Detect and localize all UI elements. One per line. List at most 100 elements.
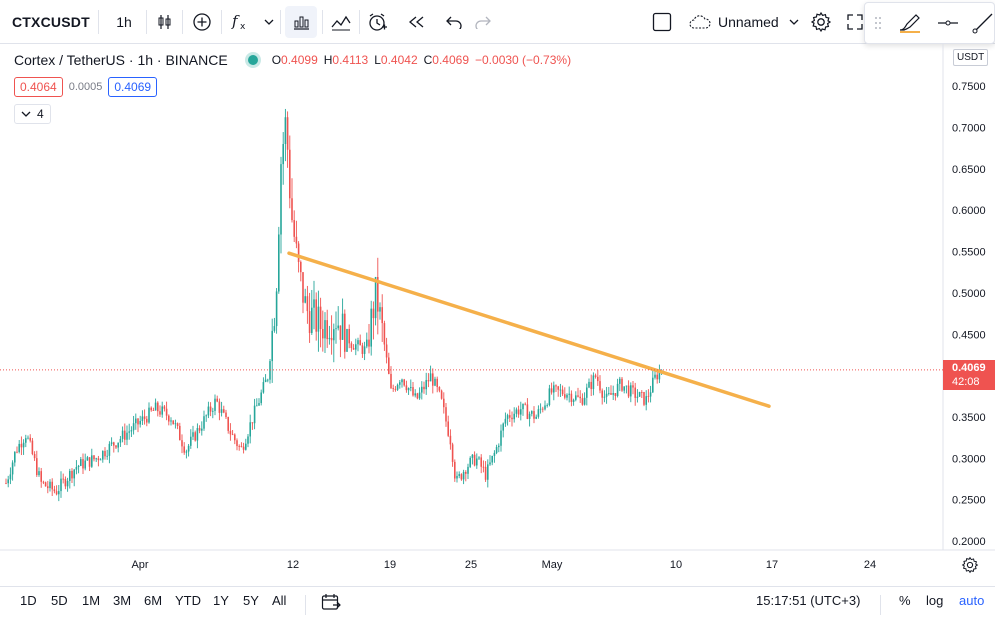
fullscreen-square-icon[interactable] [650,0,674,44]
alert-clock-icon[interactable] [364,0,390,44]
range-ytd-button[interactable]: YTD [175,593,201,608]
candle-body [656,374,658,380]
undo-icon[interactable] [443,0,465,44]
candle-body [610,393,612,395]
candle-body [350,343,353,349]
candle-body [588,381,590,388]
candle-body [293,220,295,237]
price-tick-label: 0.6500 [952,164,986,176]
ohlc-close: 0.4069 [432,53,469,67]
candle-body [302,272,304,303]
candle-body [137,418,139,425]
candle-body [548,388,551,406]
svg-text:x: x [240,22,246,32]
candle-body [229,430,232,435]
range-all-button[interactable]: All [272,593,287,608]
chart-templates-icon[interactable] [328,0,354,44]
candle-body [357,340,359,345]
candle-body [88,457,91,467]
candle-body [231,434,234,436]
candle-body [348,328,350,344]
candle-body [220,409,223,413]
price-tick-label: 0.5000 [952,288,986,300]
candle-body [557,386,559,390]
candle-body [201,428,203,431]
log-scale-button[interactable]: log [926,593,944,608]
replay-rewind-icon[interactable] [404,0,430,44]
chevron-down-icon[interactable] [262,0,276,44]
line-style-icon[interactable] [935,3,961,43]
trend-line-tool-icon[interactable] [971,3,995,43]
candle-body [608,393,610,394]
drag-handle-icon[interactable] [869,3,887,43]
candle-body [654,374,656,378]
candle-body [330,337,333,341]
percent-scale-button[interactable]: % [899,593,911,608]
price-chart[interactable]: 0.20000.25000.30000.35000.40000.45000.50… [0,44,995,576]
candle-body [498,445,500,448]
candle-body [40,471,42,482]
toolbar-divider [305,595,306,615]
candle-body [275,291,278,327]
layout-name-button[interactable]: Unnamed [688,0,799,44]
candle-body [520,409,522,415]
candle-body [291,198,293,221]
fullscreen-expand-icon[interactable] [846,0,864,44]
candle-body [58,491,60,495]
candle-body [476,458,478,466]
range-1m-button[interactable]: 1M [82,593,101,608]
indicators-toggle-button[interactable]: 4 [14,104,51,124]
range-6m-button[interactable]: 6M [144,593,163,608]
date-range-calendar-icon[interactable] [321,593,341,616]
candle-body [273,326,276,331]
chart-type-candles-icon[interactable] [285,6,317,38]
chart-pane[interactable]: 0.20000.25000.30000.35000.40000.45000.50… [0,44,995,576]
redo-icon[interactable] [472,0,494,44]
candle-body [194,432,196,441]
candle-body [638,392,641,397]
candle-body [99,459,102,461]
candle-body [445,407,447,422]
candle-body [104,450,106,457]
interval-button[interactable]: 1h [116,14,132,30]
candle-body [366,339,368,347]
compare-plus-icon[interactable] [189,0,215,44]
candle-body [383,323,386,345]
candle-body [636,396,639,398]
market-status-dot[interactable] [247,55,258,65]
ohlc-open-label: O [271,53,282,67]
candle-body [53,489,56,492]
sell-price-button[interactable]: 0.4064 [14,77,63,97]
range-1d-button[interactable]: 1D [20,593,37,608]
candle-body [187,445,190,452]
line-color-brush-icon[interactable] [895,3,925,43]
candle-body [322,329,324,339]
time-axis-settings-icon[interactable] [961,556,981,576]
timezone-clock[interactable]: 15:17:51 (UTC+3) [756,593,861,608]
symbol-search-button[interactable]: CTXCUSDT [12,14,90,30]
candle-body [192,432,194,437]
range-3m-button[interactable]: 3M [113,593,132,608]
range-5y-button[interactable]: 5Y [243,593,259,608]
candle-body [399,382,401,385]
range-5d-button[interactable]: 5D [51,593,68,608]
trend-line-drawing[interactable] [287,251,771,408]
ohlc-high: 0.4113 [332,53,369,67]
range-1y-button[interactable]: 1Y [213,593,229,608]
candle-body [20,443,23,448]
settings-gear-icon[interactable] [808,0,834,44]
candle-body [253,405,256,424]
candle-body [185,451,188,453]
price-tick-label: 0.7500 [952,81,986,93]
candle-body [295,236,298,244]
bar-style-icon[interactable] [152,0,178,44]
candle-body [82,459,84,469]
candle-body [493,452,496,456]
layout-name-label: Unnamed [718,14,779,30]
auto-scale-button[interactable]: auto [959,593,985,608]
candle-body [16,451,18,453]
currency-label[interactable]: USDT [953,49,989,66]
buy-price-button[interactable]: 0.4069 [108,77,158,97]
symbol-title[interactable]: Cortex / TetherUS · 1h · BINANCE [14,52,228,68]
